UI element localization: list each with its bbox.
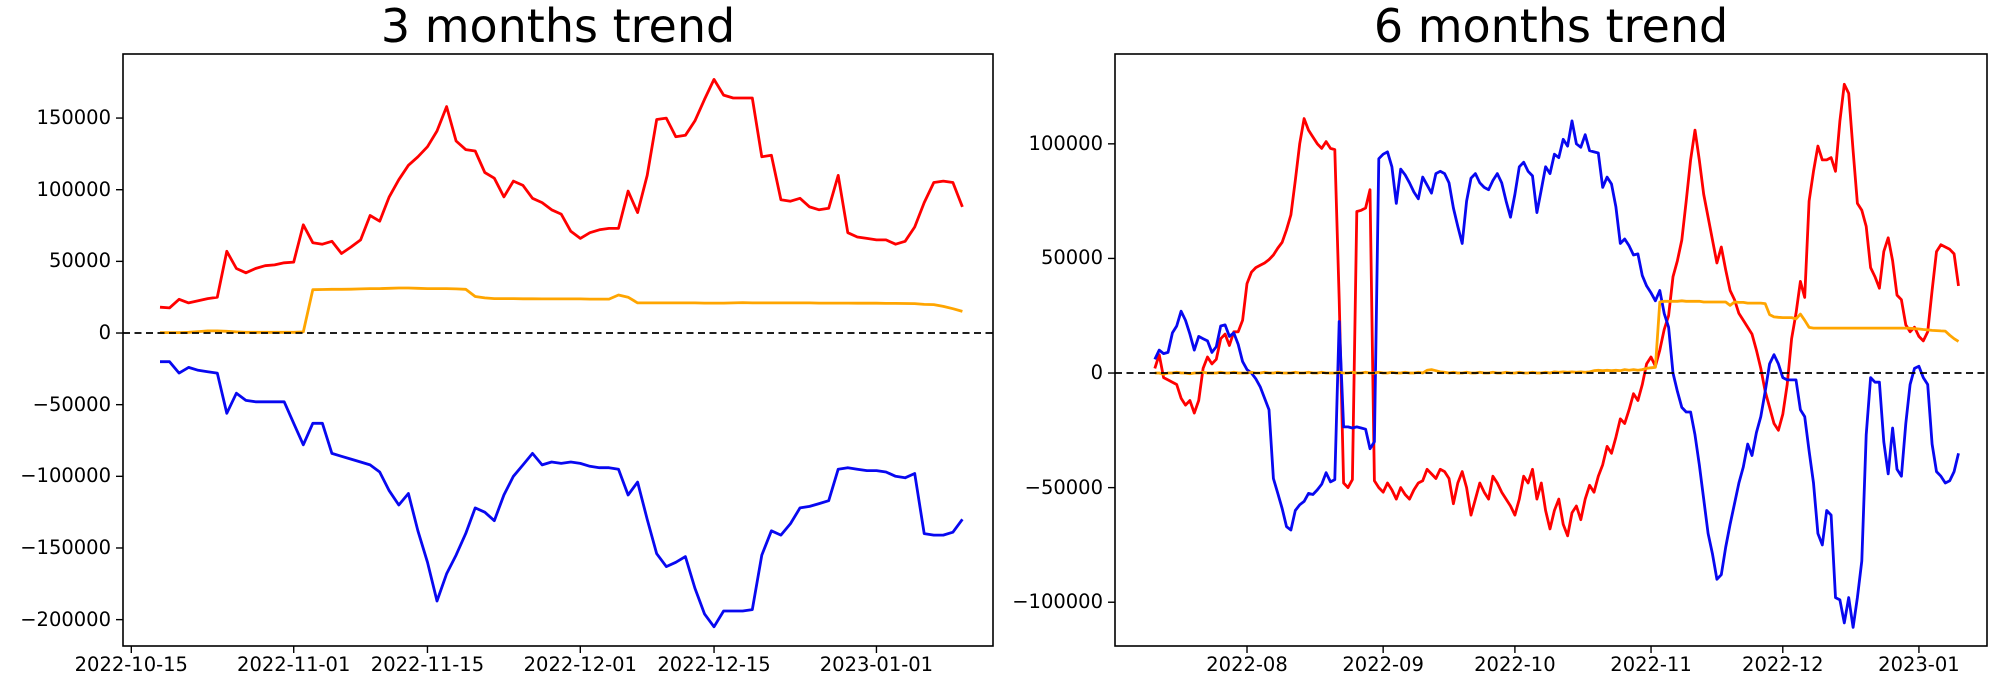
x-tick-label: 2022-11-15 xyxy=(370,653,485,676)
x-tick-label: 2022-08 xyxy=(1206,653,1288,676)
x-tick-label: 2022-11-01 xyxy=(237,653,351,676)
y-tick-label: 100000 xyxy=(1028,131,1103,155)
x-tick-label: 2022-09 xyxy=(1342,653,1424,676)
y-tick-label: 150000 xyxy=(36,106,111,130)
orange-line xyxy=(160,286,963,335)
blue-line xyxy=(160,360,964,629)
y-tick-label: 0 xyxy=(98,321,111,345)
left-chart xyxy=(116,53,994,653)
x-tick-label: 2022-10-15 xyxy=(74,653,188,676)
y-tick-label: −50000 xyxy=(32,392,111,416)
x-tick-label: 2023-01 xyxy=(1878,653,1960,676)
y-tick-label: −100000 xyxy=(1012,590,1103,614)
axes-box xyxy=(1114,53,1988,647)
right-chart xyxy=(1108,53,1988,653)
y-tick-label: −50000 xyxy=(1024,475,1103,499)
right-chart-title: 6 months trend xyxy=(1373,0,1729,53)
x-tick-label: 2022-12-15 xyxy=(657,653,771,676)
left-chart-title: 3 months trend xyxy=(380,0,736,53)
x-tick-label: 2022-10 xyxy=(1474,653,1556,676)
red-line xyxy=(1153,82,1960,538)
y-tick-label: −100000 xyxy=(20,464,111,488)
red-line xyxy=(159,78,964,310)
x-tick-label: 2022-12-01 xyxy=(523,653,637,676)
y-tick-label: 100000 xyxy=(36,177,111,201)
blue-line xyxy=(1153,119,1960,629)
y-tick-label: −150000 xyxy=(20,535,111,559)
y-tick-label: 50000 xyxy=(1040,246,1103,270)
y-tick-label: 0 xyxy=(1090,361,1103,385)
y-tick-label: 50000 xyxy=(48,249,111,273)
orange-line xyxy=(1154,299,1960,376)
x-tick-label: 2022-11 xyxy=(1610,653,1692,676)
x-tick-label: 2023-01-01 xyxy=(819,653,934,676)
axes-box xyxy=(122,53,994,647)
y-tick-label: −200000 xyxy=(20,607,111,631)
x-tick-label: 2022-12 xyxy=(1742,653,1824,676)
